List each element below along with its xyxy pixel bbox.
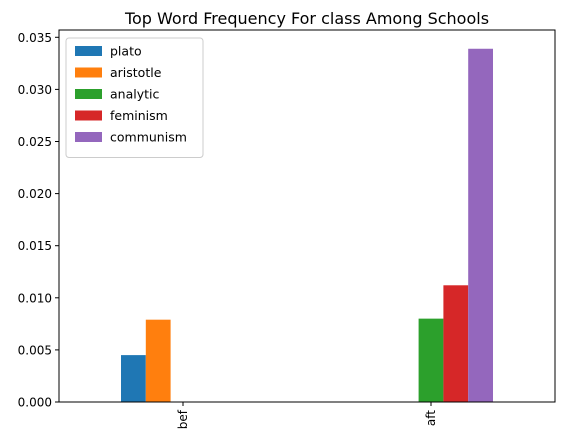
y-tick-label: 0.000 — [18, 396, 52, 410]
y-tick-label: 0.030 — [18, 83, 52, 97]
bar-aristotle-bef — [145, 319, 171, 402]
legend-label-feminism: feminism — [110, 108, 168, 123]
bars-layer — [121, 48, 493, 402]
legend-label-plato: plato — [110, 44, 142, 59]
y-tick-label: 0.015 — [18, 239, 52, 253]
x-tick-label: aft — [424, 410, 438, 426]
chart-title: Top Word Frequency For class Among Schoo… — [124, 9, 489, 28]
axes-layer: 0.000 0.005 0.010 0.015 0.020 0.025 0.030 0.035… — [18, 29, 556, 429]
x-tick-label: bef — [176, 409, 190, 429]
legend-label-aristotle: aristotle — [110, 65, 162, 80]
y-tick-label: 0.010 — [18, 291, 52, 305]
legend-swatch-plato — [75, 46, 102, 56]
bar-communism-aft — [468, 48, 493, 402]
legend: plato aristotle analytic feminism communism — [65, 37, 204, 158]
bar-plato-bef — [121, 355, 146, 402]
y-tick-label: 0.005 — [18, 343, 52, 357]
legend-label-analytic: analytic — [110, 87, 159, 102]
legend-swatch-aristotle — [75, 67, 102, 78]
legend-label-communism: communism — [110, 130, 187, 145]
legend-swatch-analytic — [75, 89, 102, 99]
plot-frame — [58, 29, 556, 403]
y-tick-label: 0.020 — [18, 187, 52, 201]
y-tick-label: 0.025 — [18, 135, 52, 149]
bar-analytic-aft — [418, 318, 444, 402]
legend-swatch-communism — [75, 132, 102, 142]
y-tick-label: 0.035 — [18, 31, 52, 45]
bar-feminism-aft — [443, 285, 469, 402]
legend-swatch-feminism — [75, 110, 102, 121]
